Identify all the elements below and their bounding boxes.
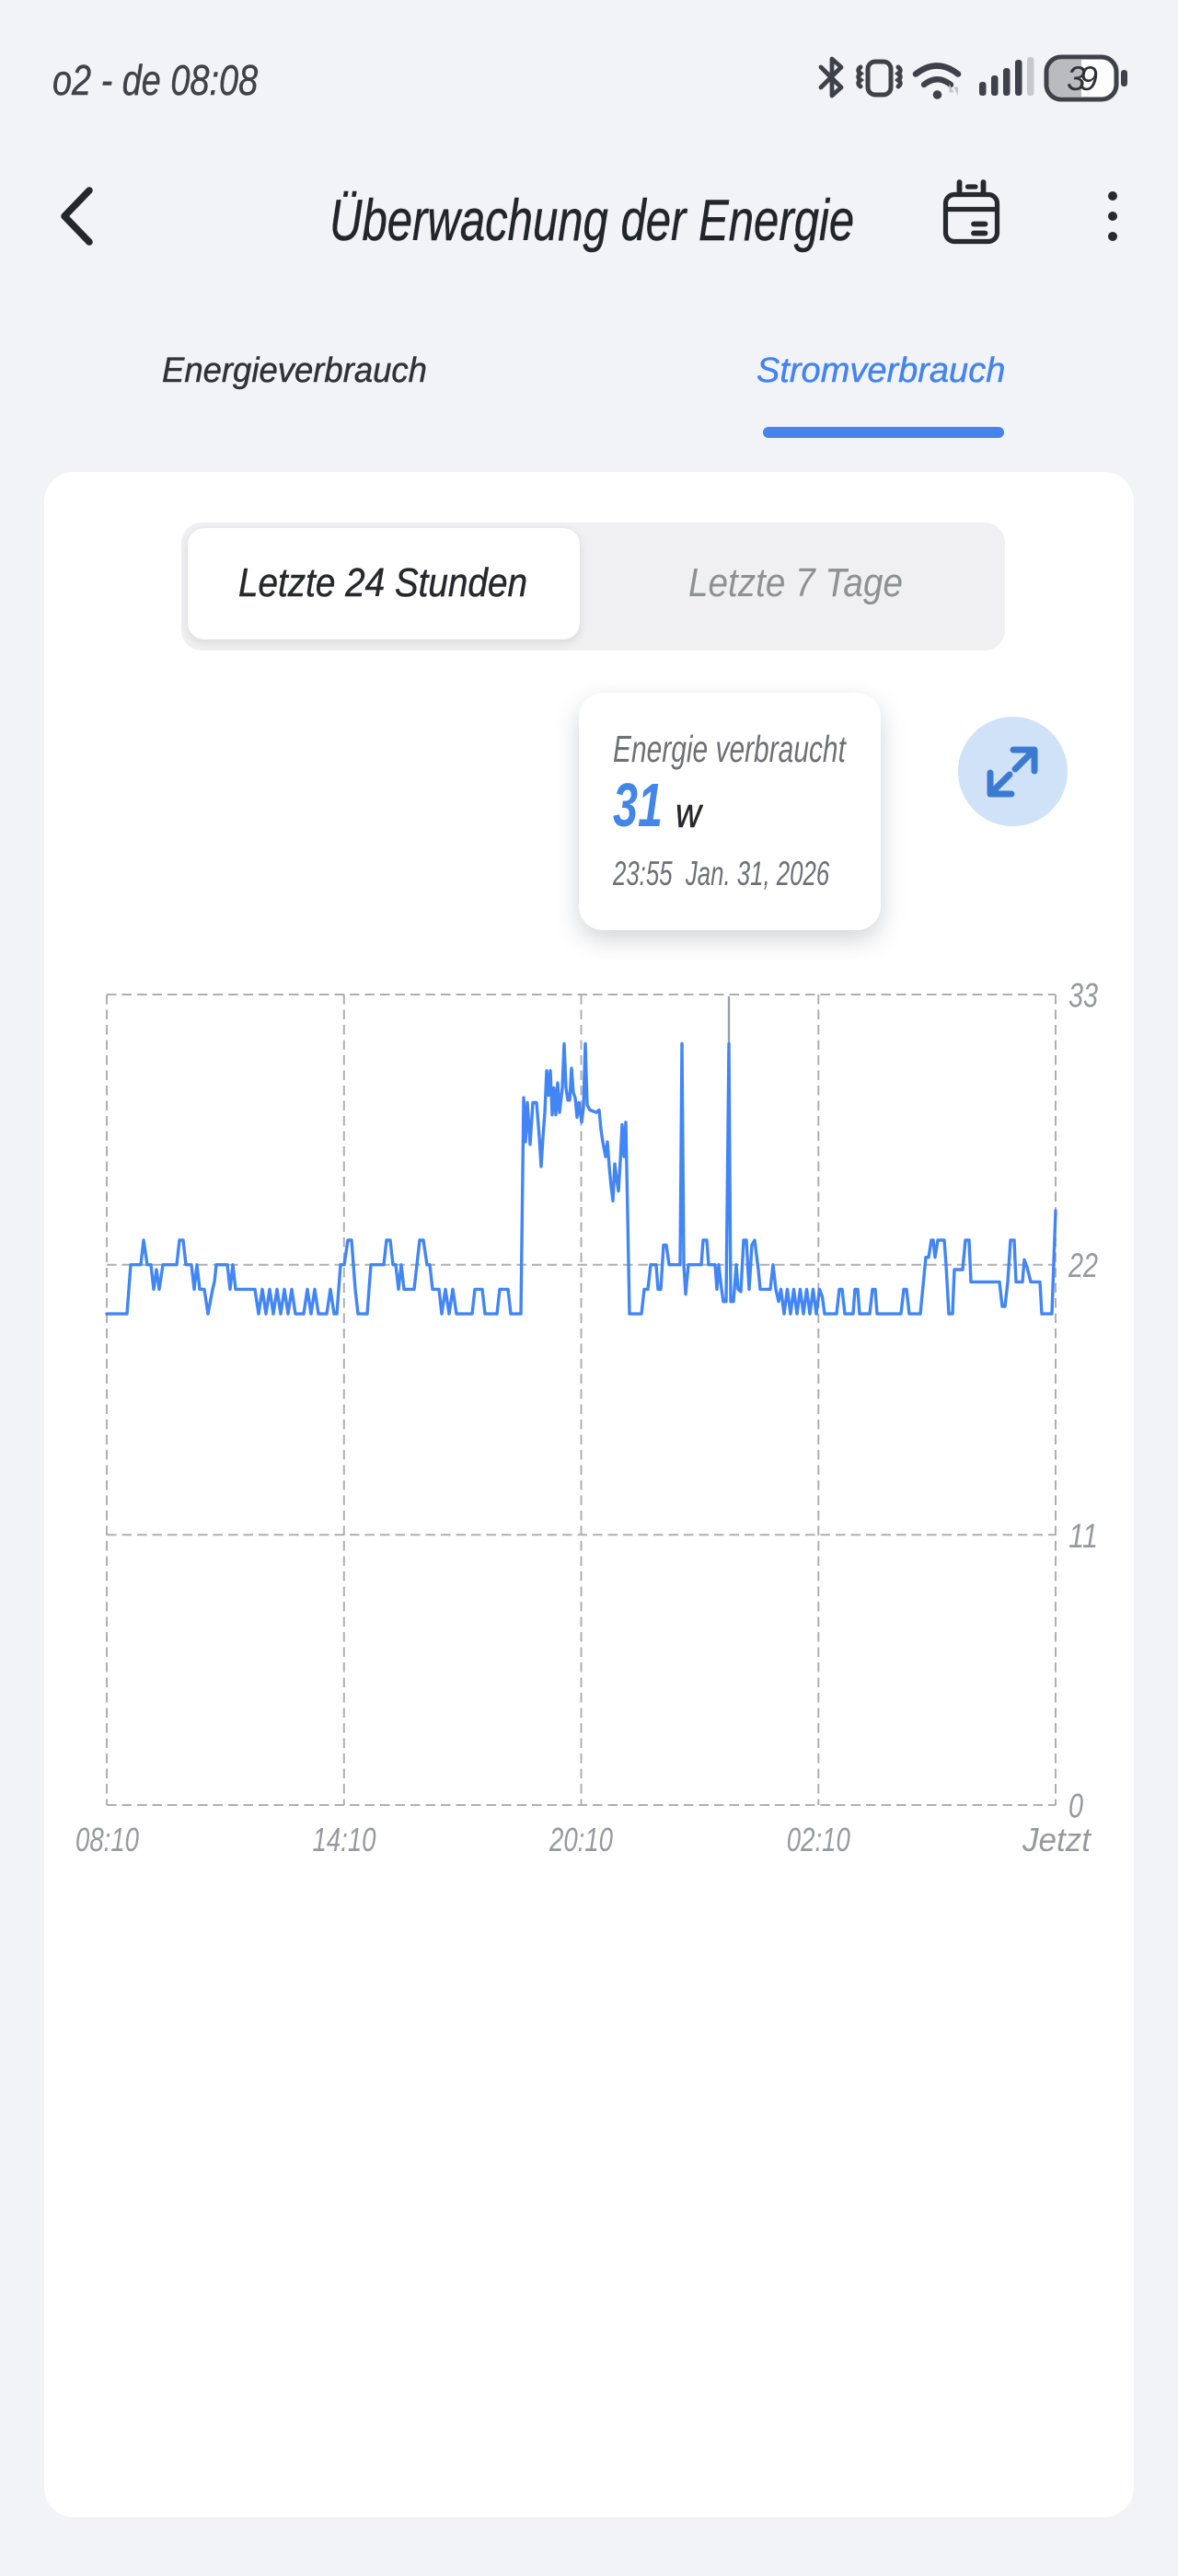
svg-text:33: 33 [1068,977,1098,1015]
svg-text:02:10: 02:10 [787,1821,850,1858]
svg-text:39: 39 [1067,60,1098,98]
svg-text:11: 11 [1068,1517,1098,1555]
svg-text:22: 22 [1068,1247,1098,1284]
svg-text:08:10: 08:10 [75,1821,139,1858]
svg-text:Jetzt: Jetzt [1022,1821,1092,1858]
svg-text:14:10: 14:10 [313,1821,376,1858]
svg-text:20:10: 20:10 [549,1821,613,1858]
svg-text:0: 0 [1068,1788,1083,1825]
